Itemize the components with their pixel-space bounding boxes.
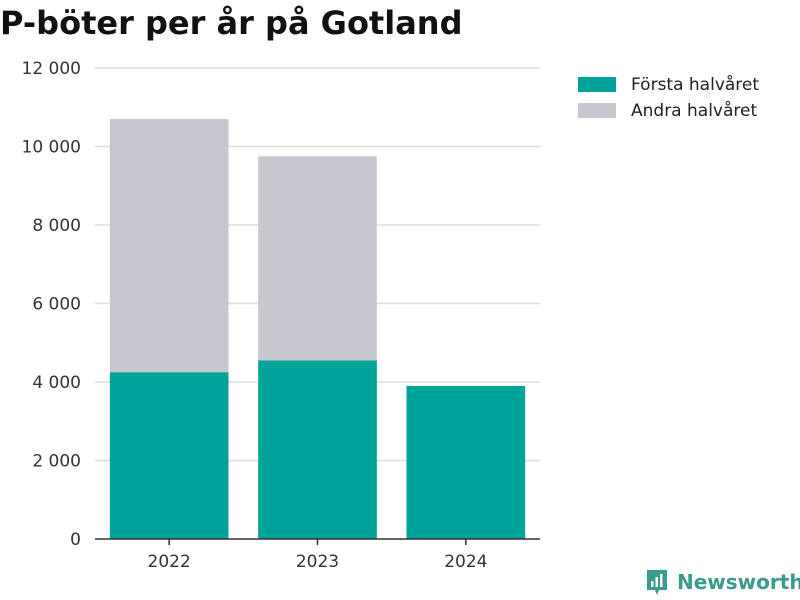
y-tick-label: 0 (70, 530, 81, 550)
legend-item-second-half: Andra halvåret (578, 99, 759, 122)
y-tick-label: 4 000 (32, 373, 81, 393)
x-tick-label: 2024 (444, 552, 487, 572)
y-tick-label: 2 000 (32, 452, 81, 472)
y-tick-label: 12 000 (22, 59, 81, 79)
bar-2022-series-1 (109, 372, 229, 539)
x-tick-label: 2023 (296, 552, 339, 572)
x-tick-label: 2022 (148, 552, 191, 572)
legend-label: Andra halvåret (631, 100, 758, 121)
bars (109, 119, 526, 539)
bar-2023-series-2 (258, 156, 377, 361)
brand-name: Newsworthy (677, 570, 800, 594)
bar-2024-series-1 (406, 385, 526, 539)
bar-2023-series-1 (258, 360, 377, 539)
chart-title: P-böter per år på Gotland (0, 4, 463, 42)
bar-2022-series-2 (109, 119, 229, 373)
brand-logo: Newsworthy (645, 568, 800, 596)
y-tick-label: 8 000 (32, 216, 81, 236)
x-axis: 2022 2023 2024 (95, 538, 540, 572)
legend-swatch-first-half (578, 77, 616, 92)
legend-item-first-half: Första halvåret (578, 73, 759, 96)
y-axis: 0 2 000 4 000 6 000 8 000 10 000 12 000 (22, 59, 81, 550)
y-tick-label: 6 000 (32, 295, 81, 315)
legend-swatch-second-half (578, 103, 616, 118)
legend-label: Första halvåret (631, 74, 760, 95)
newsworthy-logo-icon (647, 570, 667, 595)
legend: Första halvåret Andra halvåret (578, 73, 759, 125)
y-tick-label: 10 000 (22, 138, 81, 158)
